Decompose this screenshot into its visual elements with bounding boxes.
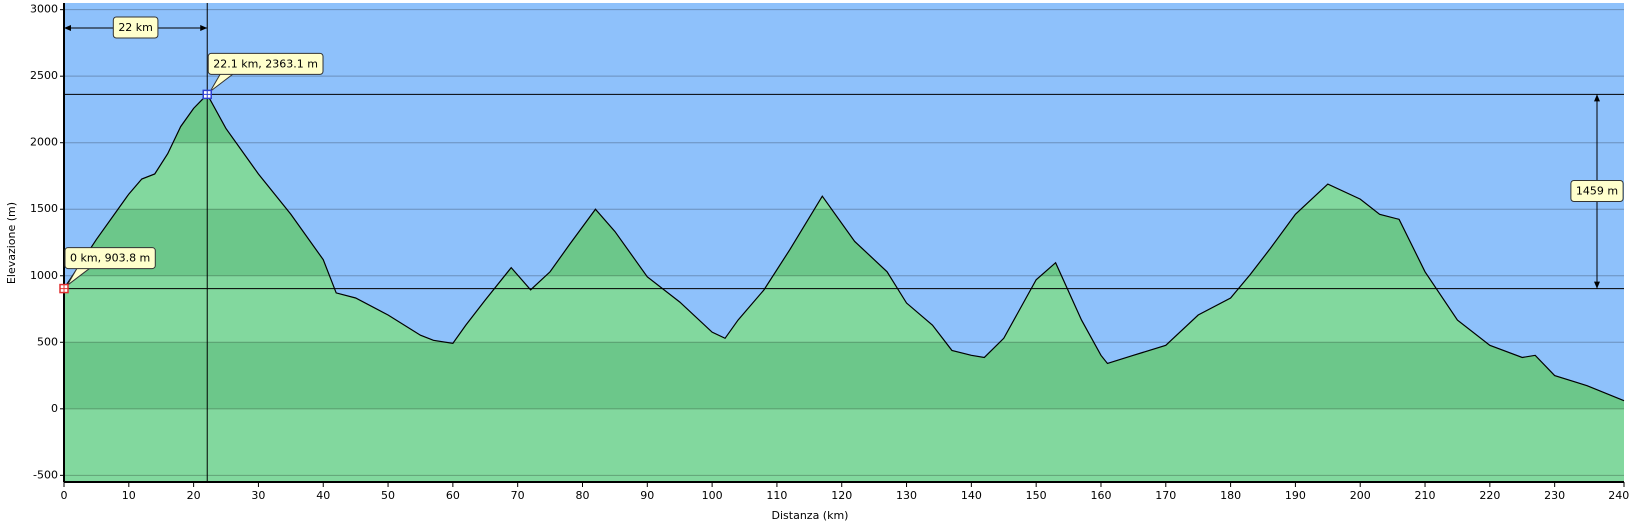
distance-callout: 22 km [112,16,159,39]
marker-callout: 0 km, 903.8 m [64,247,156,270]
x-tick-label: 240.7 [1608,489,1629,502]
x-tick-label: 70 [511,489,525,502]
x-tick-label: 170 [1155,489,1176,502]
marker-callout-label: 22.1 km, 2363.1 m [213,57,318,70]
gain-callout-box [1570,179,1624,202]
x-tick-label: 120 [831,489,852,502]
x-tick-label: 220 [1479,489,1500,502]
y-tick-label: 500 [37,335,58,348]
y-tick-label: 3000 [30,3,58,16]
gain-callout: 1459 m [1570,179,1624,202]
marker-cross [60,284,68,293]
y-tick-label: 1000 [30,269,58,282]
x-tick-label: 90 [640,489,654,502]
elevation-band [64,342,1624,409]
x-tick-label: 100 [702,489,723,502]
distance-callout-box [112,16,159,39]
y-tick-label: 2500 [30,69,58,82]
y-tick-label: 0 [51,402,58,415]
x-tick-label: 0 [61,489,68,502]
elevation-line [63,93,1625,402]
marker-callout-label: 0 km, 903.8 m [70,252,150,265]
y-tick-label: -500 [33,468,58,481]
x-tick-label: 50 [381,489,395,502]
x-tick-label: 180 [1220,489,1241,502]
marker-callout-box [64,247,156,270]
x-tick-label: 30 [251,489,265,502]
x-tick-label: 140 [961,489,982,502]
x-tick-label: 10 [122,489,136,502]
distance-callout-label: 22 km [118,21,153,34]
marker-callout-box [207,52,324,75]
x-tick-label: 160 [1090,489,1111,502]
x-tick-label: 20 [187,489,201,502]
y-axis-title: Elevazione (m) [5,202,18,284]
x-tick-label: 190 [1285,489,1306,502]
x-tick-label: 40 [316,489,330,502]
y-tick-label: 2000 [30,136,58,149]
x-tick-label: 130 [896,489,917,502]
x-tick-label: 230 [1544,489,1565,502]
x-tick-label: 80 [575,489,589,502]
marker-callout: 22.1 km, 2363.1 m [207,52,324,75]
y-tick-label: 1500 [30,202,58,215]
gain-callout-label: 1459 m [1576,184,1618,197]
x-tick-label: 60 [446,489,460,502]
x-tick-label: 110 [766,489,787,502]
marker-cross [203,90,212,99]
x-tick-label: 150 [1026,489,1047,502]
x-axis-title: Distanza (km) [772,509,849,522]
x-tick-label: 200 [1350,489,1371,502]
x-tick-label: 210 [1415,489,1436,502]
